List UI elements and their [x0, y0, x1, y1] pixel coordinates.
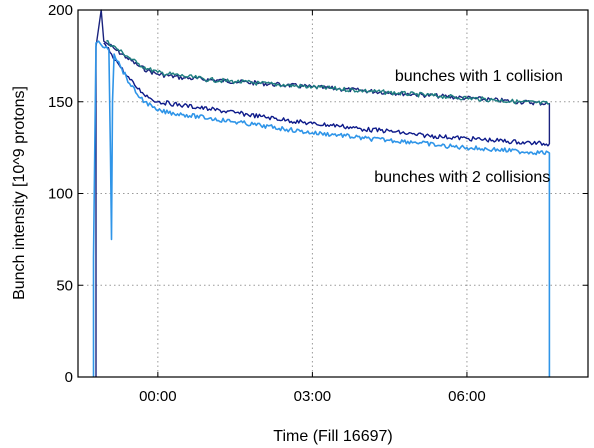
tick-labels: 0 50 100 150 200 00:00 03:00 06:00: [48, 2, 486, 405]
x-axis-label: Time (Fill 16697): [273, 428, 392, 445]
y-tick-label: 200: [48, 2, 73, 19]
annotation-1-collision: bunches with 1 collision: [395, 68, 563, 85]
axis-ticks: [78, 9, 588, 378]
x-tick-label: 06:00: [448, 388, 486, 405]
x-tick-label: 03:00: [294, 388, 332, 405]
gridlines: [78, 10, 588, 377]
annotation-2-collisions: bunches with 2 collisions: [374, 169, 550, 186]
y-tick-label: 50: [56, 277, 73, 294]
y-axis-label: Bunch intensity [10^9 protons]: [11, 86, 28, 300]
x-tick-label: 00:00: [139, 388, 177, 405]
y-tick-label: 0: [65, 369, 73, 386]
series-line-1: [95, 9, 551, 377]
series-line-3: [103, 42, 550, 147]
series-layer: [92, 9, 551, 377]
series-line-2: [106, 39, 550, 105]
y-tick-label: 100: [48, 186, 73, 203]
series-line-4: [92, 40, 551, 377]
y-tick-label: 150: [48, 94, 73, 111]
